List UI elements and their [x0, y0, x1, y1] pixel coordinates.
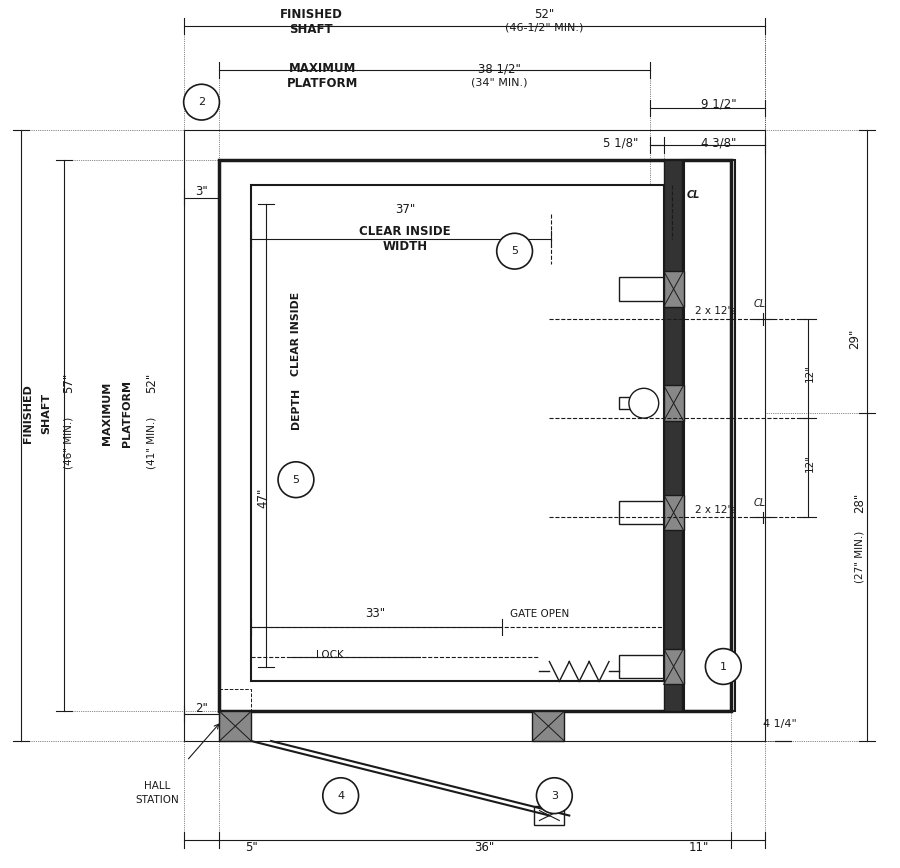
Bar — [663, 385, 683, 421]
Text: 4 1/4": 4 1/4" — [763, 719, 796, 729]
Bar — [663, 648, 683, 684]
Bar — [663, 271, 683, 306]
Text: LOCK: LOCK — [316, 649, 344, 660]
Text: DEPTH: DEPTH — [291, 388, 301, 429]
Circle shape — [706, 648, 742, 684]
Text: WIDTH: WIDTH — [382, 240, 428, 253]
Text: 28": 28" — [853, 492, 866, 513]
Text: 52": 52" — [535, 8, 554, 21]
Text: 11": 11" — [688, 841, 708, 854]
Text: 1: 1 — [720, 661, 727, 672]
Bar — [251, 185, 663, 681]
Text: 57": 57" — [62, 373, 75, 393]
Bar — [533, 711, 564, 741]
Text: 5: 5 — [511, 247, 518, 256]
Text: 4 3/8": 4 3/8" — [700, 137, 736, 150]
Text: STATION: STATION — [135, 795, 179, 805]
Bar — [220, 711, 251, 741]
Circle shape — [629, 388, 659, 418]
Text: GATE OPEN: GATE OPEN — [509, 608, 569, 619]
Bar — [663, 160, 681, 711]
Text: 2: 2 — [198, 97, 205, 107]
Bar — [220, 160, 732, 711]
Text: CL: CL — [754, 299, 766, 309]
Text: 12": 12" — [805, 365, 814, 383]
Text: HALL: HALL — [144, 781, 170, 791]
Circle shape — [184, 84, 220, 120]
Text: 36": 36" — [474, 841, 495, 854]
Text: 29": 29" — [848, 328, 861, 349]
Circle shape — [497, 233, 533, 269]
Text: 2": 2" — [195, 701, 208, 714]
Text: CL: CL — [754, 497, 766, 508]
Text: (46-1/2" MIN.): (46-1/2" MIN.) — [505, 23, 583, 33]
Text: (46" MIN.): (46" MIN.) — [63, 417, 74, 469]
Circle shape — [323, 778, 358, 813]
Bar — [535, 806, 564, 825]
Text: PLATFORM: PLATFORM — [122, 379, 132, 447]
Text: CLEAR INSIDE: CLEAR INSIDE — [359, 226, 451, 239]
Bar — [619, 501, 663, 524]
Text: (41" MIN.): (41" MIN.) — [147, 417, 157, 469]
Text: 37": 37" — [395, 203, 416, 216]
Text: SHAFT: SHAFT — [289, 23, 333, 36]
Text: 47": 47" — [256, 488, 270, 508]
Bar — [184, 130, 765, 741]
Bar — [619, 277, 663, 301]
Text: (27" MIN.): (27" MIN.) — [854, 531, 865, 583]
Bar — [683, 160, 735, 711]
Text: CLEAR INSIDE: CLEAR INSIDE — [291, 292, 301, 376]
Text: 9 1/2": 9 1/2" — [700, 97, 736, 110]
Text: 4: 4 — [338, 791, 344, 800]
Bar — [663, 495, 683, 530]
Text: FINISHED: FINISHED — [279, 8, 342, 21]
Text: 12": 12" — [805, 454, 814, 472]
Text: MAXIMUM: MAXIMUM — [289, 62, 356, 76]
Text: 2 x 12's: 2 x 12's — [696, 504, 736, 515]
Text: 5: 5 — [292, 475, 300, 484]
Bar — [619, 654, 663, 679]
Bar — [619, 398, 644, 409]
Text: (34" MIN.): (34" MIN.) — [472, 77, 528, 88]
Text: 5": 5" — [245, 841, 257, 854]
Text: PLATFORM: PLATFORM — [287, 77, 358, 90]
Text: 5 1/8": 5 1/8" — [603, 137, 639, 150]
Text: 3": 3" — [195, 185, 208, 198]
Text: 33": 33" — [365, 608, 385, 621]
Text: 52": 52" — [146, 373, 158, 393]
Text: SHAFT: SHAFT — [41, 392, 51, 434]
Text: 38 1/2": 38 1/2" — [478, 62, 521, 76]
Text: 2 x 12's: 2 x 12's — [696, 306, 736, 316]
Bar — [220, 689, 251, 711]
Text: FINISHED: FINISHED — [22, 384, 32, 443]
Text: MAXIMUM: MAXIMUM — [102, 382, 112, 444]
Circle shape — [278, 462, 314, 497]
Text: 3: 3 — [551, 791, 558, 800]
Circle shape — [536, 778, 572, 813]
Text: CL: CL — [687, 189, 700, 200]
